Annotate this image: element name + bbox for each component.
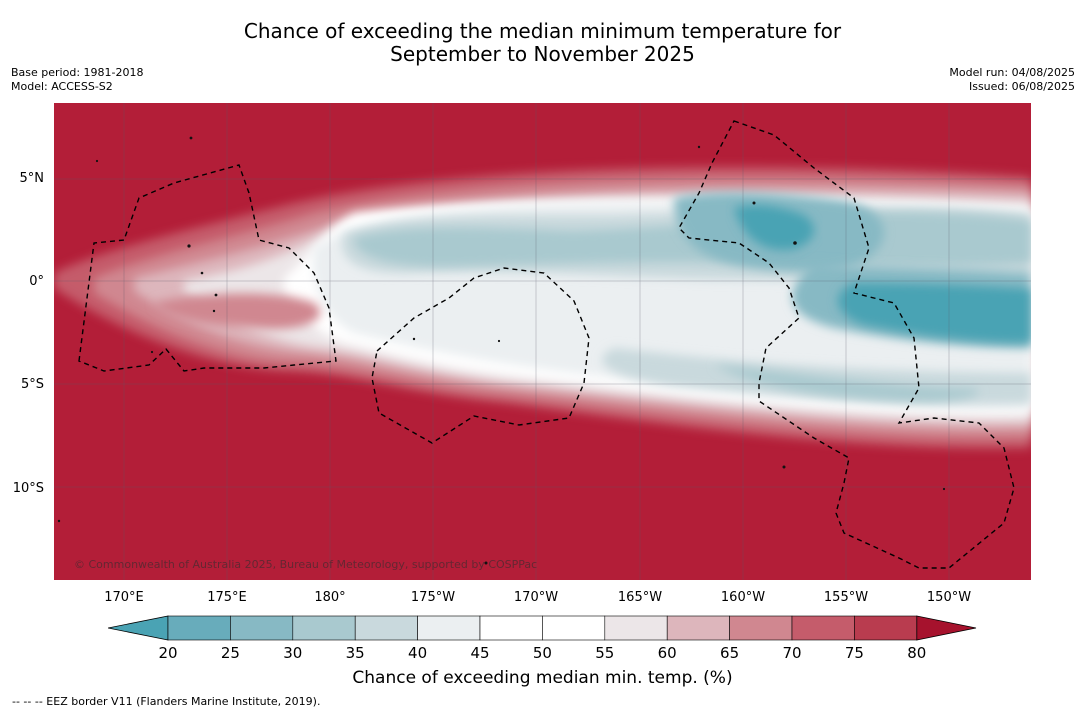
lat-label-5n: 5°N <box>19 171 45 186</box>
colorbar-bin <box>230 615 294 641</box>
colorbar-bin <box>791 615 855 641</box>
meta-left: Base period: 1981-2018 Model: ACCESS-S2 <box>11 66 143 94</box>
eez-footnote: -- -- -- EEZ border V11 (Flanders Marine… <box>12 695 321 708</box>
lat-label-0: 0° <box>29 274 44 289</box>
colorbar-tick-label: 80 <box>907 644 927 662</box>
colorbar-high-extension <box>916 615 977 641</box>
colorbar-bin <box>479 615 543 641</box>
colorbar-bin <box>604 615 668 641</box>
colorbar-bin <box>292 615 356 641</box>
lon-label-150w: 150°W <box>926 590 972 605</box>
issued-text: Issued: 06/08/2025 <box>968 80 1075 93</box>
colorbar-tick-label: 50 <box>532 644 552 662</box>
base-period-text: Base period: 1981-2018 <box>11 66 144 79</box>
lon-label-170w: 170°W <box>513 590 559 605</box>
colorbar-tick-label: 70 <box>782 644 802 662</box>
colorbar-tick-label: 20 <box>158 644 178 662</box>
lon-label-180: 180° <box>314 590 346 605</box>
lon-label-175e: 175°E <box>207 590 247 605</box>
colorbar-tick-label: 55 <box>595 644 615 662</box>
lon-label-155w: 155°W <box>823 590 869 605</box>
colorbar-tick-label: 60 <box>657 644 677 662</box>
colorbar-tick-label: 25 <box>220 644 240 662</box>
copyright-text: © Commonwealth of Australia 2025, Bureau… <box>74 558 538 571</box>
colorbar-low-extension <box>108 615 169 641</box>
colorbar <box>108 615 977 641</box>
colorbar-label: Chance of exceeding median min. temp. (%… <box>352 668 733 688</box>
colorbar-bin <box>729 615 793 641</box>
model-text: Model: ACCESS-S2 <box>11 80 113 93</box>
lat-label-5s: 5°S <box>20 377 44 392</box>
meta-right: Model run: 04/08/2025 Issued: 06/08/2025 <box>949 66 1075 94</box>
colorbar-tick-label: 45 <box>470 644 490 662</box>
colorbar-bin <box>354 615 418 641</box>
eez-borders <box>78 120 1015 569</box>
colorbar-bin <box>417 615 481 641</box>
colorbar-bin <box>854 615 918 641</box>
lon-label-170e: 170°E <box>104 590 144 605</box>
colorbar-tick-label: 75 <box>844 644 864 662</box>
colorbar-bin <box>167 615 231 641</box>
map-title: Chance of exceeding the median minimum t… <box>0 20 1085 66</box>
colorbar-tick-label: 30 <box>283 644 303 662</box>
model-run-text: Model run: 04/08/2025 <box>949 66 1075 79</box>
lon-label-165w: 165°W <box>617 590 663 605</box>
title-line-2: September to November 2025 <box>390 42 695 66</box>
islands <box>57 136 946 565</box>
colorbar-tick-label: 35 <box>345 644 365 662</box>
eez-border-tokelau <box>371 267 590 444</box>
lon-label-160w: 160°W <box>720 590 766 605</box>
lat-label-10s: 10°S <box>12 481 44 496</box>
lon-label-175w: 175°W <box>410 590 456 605</box>
colorbar-tick-label: 40 <box>408 644 428 662</box>
title-line-1: Chance of exceeding the median minimum t… <box>243 19 842 43</box>
colorbar-bin <box>542 615 606 641</box>
eez-border-tuvalu <box>78 164 337 372</box>
eez-border-kiribati <box>678 120 1015 569</box>
colorbar-bin <box>666 615 730 641</box>
graticule <box>54 103 1031 580</box>
map-panel <box>54 103 1031 580</box>
colorbar-tick-label: 65 <box>720 644 740 662</box>
